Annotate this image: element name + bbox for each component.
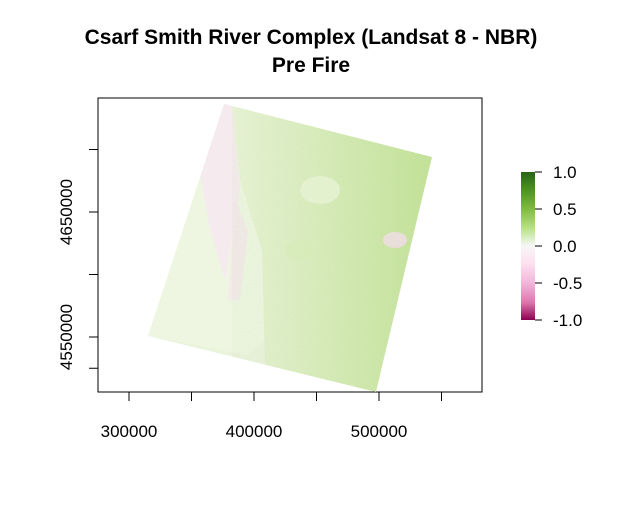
y-tick-label: 4650000: [57, 179, 76, 245]
chart-title-line1: Csarf Smith River Complex (Landsat 8 - N…: [84, 26, 538, 49]
x-tick-label: 400000: [226, 422, 283, 441]
legend-label: -1.0: [553, 311, 582, 330]
nbr-raster: [148, 104, 432, 392]
legend-colorbar: [521, 172, 535, 320]
color-legend: 1.0 0.5 0.0 -0.5 -1.0: [521, 163, 582, 330]
x-tick-label: 500000: [351, 422, 408, 441]
legend-label: 0.5: [553, 200, 577, 219]
y-axis: 4550000 4650000: [57, 149, 98, 370]
plot-frame: [97, 97, 483, 393]
chart-title-line2: Pre Fire: [271, 54, 351, 77]
legend-label: -0.5: [553, 274, 582, 293]
legend-label: 0.0: [553, 237, 577, 256]
y-tick-label: 4550000: [57, 304, 76, 370]
legend-label: 1.0: [553, 163, 577, 182]
x-tick-label: 300000: [101, 422, 158, 441]
x-axis: 300000 400000 500000: [101, 392, 442, 441]
